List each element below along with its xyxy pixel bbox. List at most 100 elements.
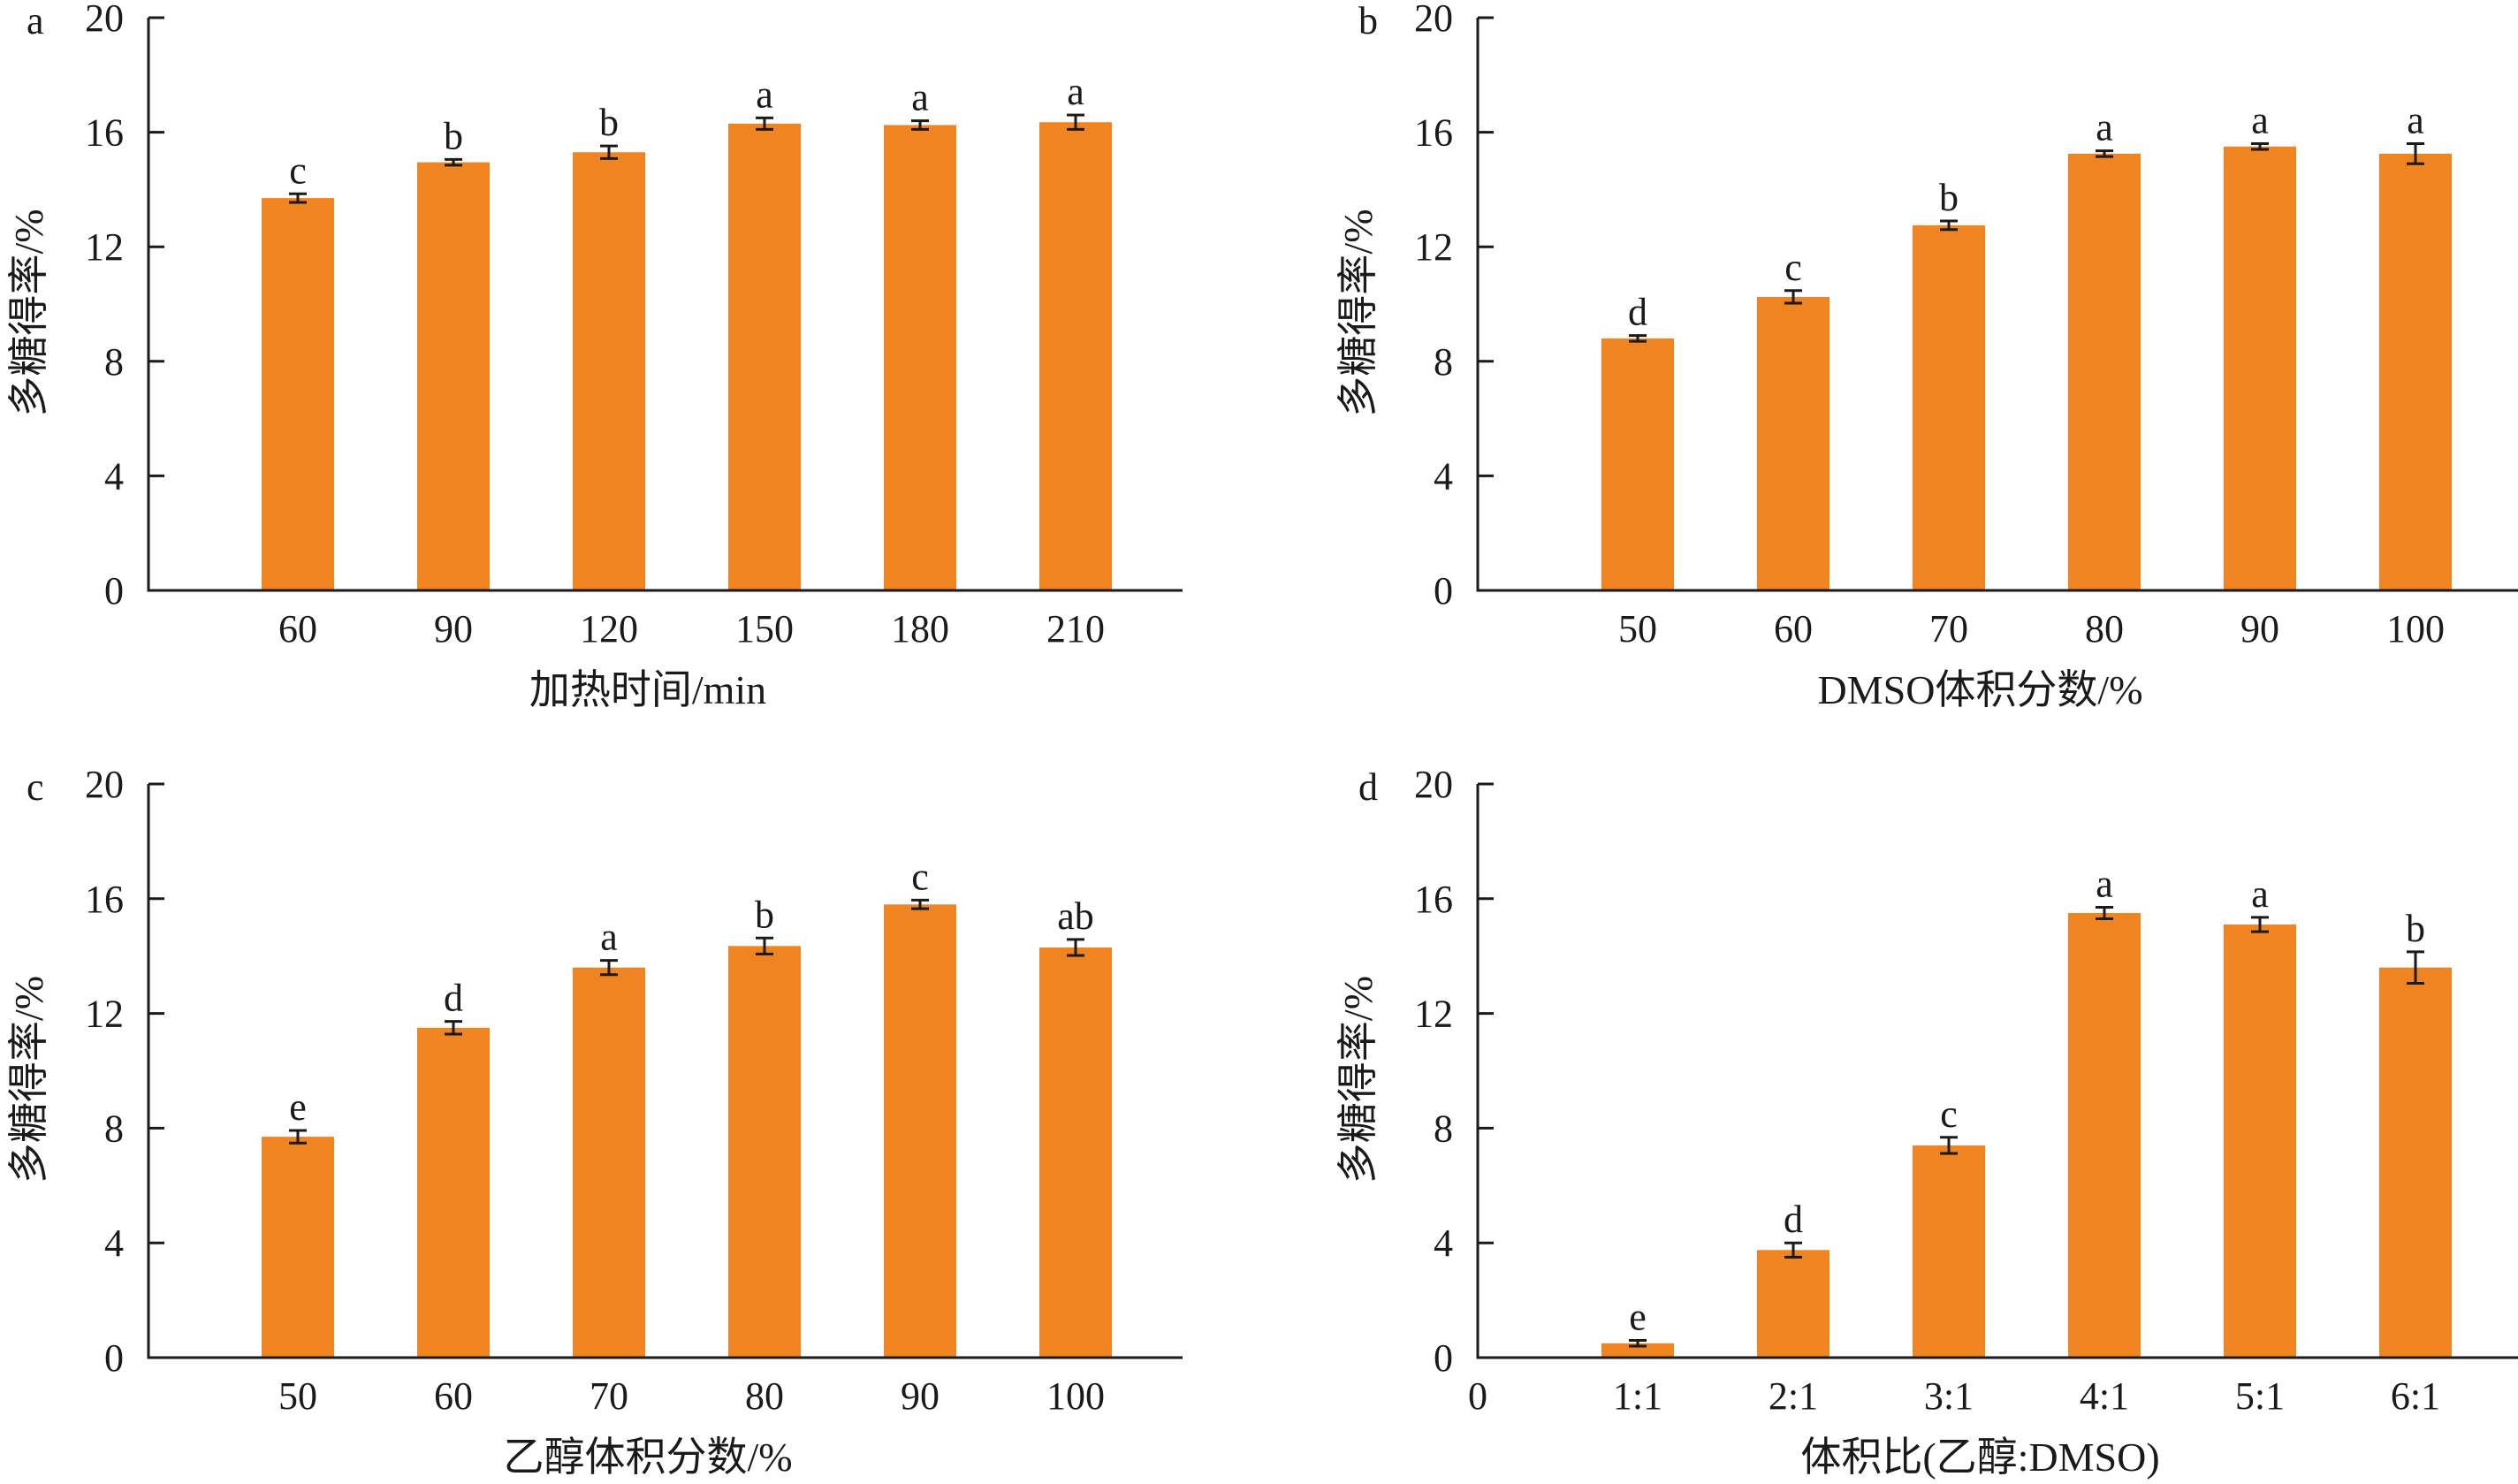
y-tick-label: 12 (1414, 225, 1453, 269)
significance-letter: ab (1057, 894, 1094, 938)
significance-letter: c (1784, 246, 1802, 289)
error-bar (600, 144, 618, 160)
panel-letter: a (27, 0, 44, 42)
x-tick-label: 90 (434, 607, 473, 651)
y-tick-label: 8 (1434, 1107, 1453, 1150)
bar (884, 904, 956, 1358)
significance-letter: b (1939, 176, 1959, 219)
error-bar (289, 1129, 307, 1145)
panel-b: b d 50 c 60 b 70 a 80 a 90 a 100 0 4 8 12 16 20 DMSO体积分数/% 多… (1335, 0, 2518, 712)
error-bar (756, 936, 773, 955)
x-tick-label: 120 (580, 607, 638, 651)
x-tick-label: 2:1 (1769, 1374, 1818, 1418)
bar (417, 162, 490, 590)
panel-letter: c (27, 765, 44, 809)
error-bar (1784, 1241, 1802, 1259)
y-tick-label: 4 (104, 454, 124, 498)
y-tick-label: 16 (85, 111, 124, 155)
y-tick-label: 0 (104, 569, 124, 613)
significance-letter: c (289, 148, 307, 192)
error-bar (1940, 1136, 1958, 1155)
y-tick-label: 4 (1434, 1221, 1453, 1265)
x-tick-label: 90 (2240, 607, 2279, 651)
y-tick-label: 0 (1434, 1336, 1453, 1380)
y-tick-label: 8 (104, 1107, 124, 1150)
significance-letter: d (1628, 291, 1647, 334)
significance-letter: d (1784, 1198, 1803, 1241)
significance-letter: e (289, 1085, 307, 1129)
y-tick-label: 20 (85, 0, 124, 40)
error-bar (911, 119, 929, 131)
error-bar (1067, 113, 1084, 131)
error-bar (1629, 334, 1647, 343)
error-bar (2096, 906, 2113, 921)
bar (1039, 122, 1112, 590)
y-tick-label: 16 (85, 878, 124, 921)
significance-letter: a (2407, 99, 2424, 142)
error-bar (1940, 219, 1958, 232)
x-tick-label: 6:1 (2391, 1374, 2440, 1418)
error-bar (1629, 1339, 1647, 1348)
significance-letter: b (444, 114, 463, 157)
panel-letter: b (1358, 0, 1378, 42)
error-bar (445, 1020, 462, 1036)
x-tick-label: 70 (1929, 607, 1968, 651)
x-tick-label: 100 (1046, 1374, 1105, 1418)
x-tick-label: 100 (2386, 607, 2445, 651)
significance-letter: d (444, 977, 463, 1020)
error-bar (600, 959, 618, 977)
significance-letter: b (755, 893, 774, 936)
y-tick-label: 8 (104, 340, 124, 384)
bar (884, 125, 956, 590)
x-tick-label: 4:1 (2080, 1374, 2129, 1418)
significance-letter: a (756, 72, 773, 116)
x-tick-label: 60 (1774, 607, 1813, 651)
error-bar (2251, 142, 2269, 151)
error-bar (911, 898, 929, 910)
bar (2068, 153, 2141, 590)
x-tick-label: 50 (1618, 607, 1657, 651)
x-origin-label: 0 (1468, 1374, 1487, 1418)
y-tick-label: 20 (1414, 0, 1453, 40)
x-tick-label: 60 (434, 1374, 473, 1418)
y-axis-label: 多糖得率/% (6, 976, 51, 1183)
significance-letter: c (1940, 1092, 1958, 1136)
error-bar (2407, 142, 2424, 165)
y-tick-label: 0 (104, 1336, 124, 1380)
x-tick-label: 50 (278, 1374, 317, 1418)
significance-letter: a (2251, 99, 2269, 142)
y-tick-label: 4 (1434, 454, 1453, 498)
y-tick-label: 8 (1434, 340, 1453, 384)
bar (573, 967, 645, 1358)
significance-letter: c (911, 855, 929, 898)
bar (2379, 967, 2452, 1358)
x-axis-label: 加热时间/min (529, 667, 766, 712)
significance-letter: a (2096, 106, 2113, 149)
y-axis-label: 多糖得率/% (1335, 209, 1381, 416)
x-axis-label: 体积比(乙醇:DMSO) (1800, 1435, 2159, 1480)
y-tick-label: 12 (1414, 993, 1453, 1036)
error-bar (2096, 149, 2113, 158)
error-bar (445, 157, 462, 167)
y-tick-label: 16 (1414, 111, 1453, 155)
panel-d: d e 1:1 d 2:1 c 3:1 a 4:1 a 5:1 b 6:1 0 4 8 12 16 20 0 体积比(乙… (1335, 763, 2518, 1480)
x-axis-label: DMSO体积分数/% (1817, 667, 2142, 712)
bar (728, 123, 801, 590)
bar (2224, 146, 2296, 591)
y-tick-label: 16 (1414, 878, 1453, 921)
significance-letter: a (600, 916, 618, 959)
bar (262, 1137, 334, 1358)
y-axis-label: 多糖得率/% (6, 209, 51, 416)
bar (2068, 913, 2141, 1358)
x-tick-label: 180 (891, 607, 949, 651)
significance-letter: e (1629, 1296, 1647, 1339)
bar (1039, 947, 1112, 1358)
error-bar (1067, 938, 1084, 957)
bar (1913, 225, 1985, 590)
bar (1757, 296, 1830, 590)
bar (2379, 153, 2452, 590)
bar (1913, 1145, 1985, 1358)
error-bar (289, 192, 307, 204)
x-axis-label: 乙醇体积分数/% (503, 1435, 792, 1480)
